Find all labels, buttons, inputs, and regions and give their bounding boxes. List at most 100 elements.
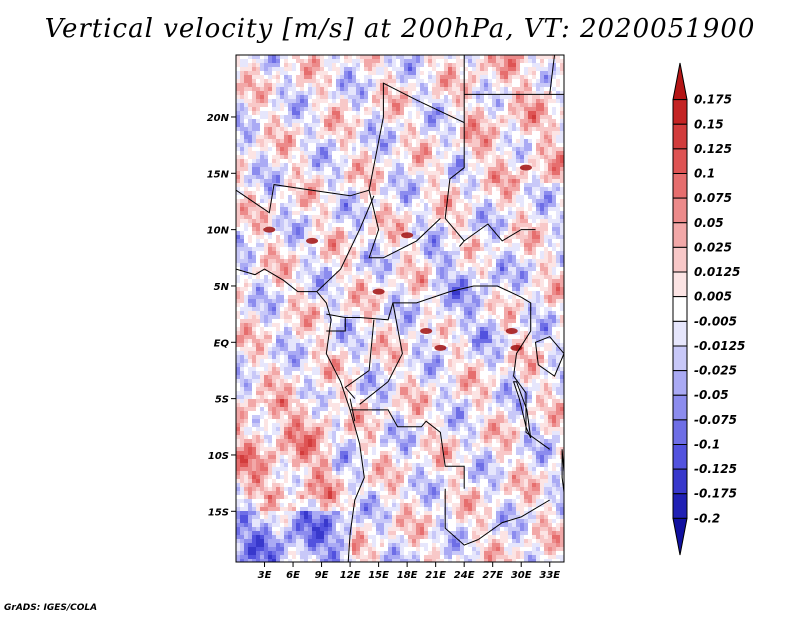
field-cell bbox=[364, 255, 369, 260]
field-cell bbox=[292, 63, 297, 68]
field-cell bbox=[332, 259, 337, 264]
field-cell bbox=[256, 107, 261, 112]
field-cell bbox=[348, 67, 353, 72]
field-cell bbox=[284, 255, 289, 260]
field-cell bbox=[236, 135, 241, 140]
field-cell bbox=[260, 215, 265, 220]
field-cell bbox=[524, 67, 529, 72]
field-cell bbox=[340, 79, 345, 84]
field-cell bbox=[428, 195, 433, 200]
field-cell bbox=[556, 75, 561, 80]
field-cell bbox=[240, 199, 245, 204]
field-cell bbox=[348, 215, 353, 220]
field-cell bbox=[308, 123, 313, 128]
field-cell bbox=[236, 235, 241, 240]
field-cell bbox=[484, 55, 489, 60]
field-cell bbox=[276, 115, 281, 120]
field-cell bbox=[540, 195, 545, 200]
field-cell bbox=[424, 107, 429, 112]
field-cell bbox=[376, 267, 381, 272]
field-cell bbox=[468, 163, 473, 168]
field-cell bbox=[492, 99, 497, 104]
field-cell bbox=[476, 191, 481, 196]
field-cell bbox=[276, 283, 281, 288]
field-cell bbox=[496, 187, 501, 192]
field-cell bbox=[276, 235, 281, 240]
field-cell bbox=[380, 267, 385, 272]
field-cell bbox=[440, 219, 445, 224]
field-cell bbox=[460, 199, 465, 204]
field-cell bbox=[408, 79, 413, 84]
field-cell bbox=[336, 279, 341, 284]
field-cell bbox=[376, 67, 381, 72]
field-cell bbox=[300, 235, 305, 240]
field-cell bbox=[348, 243, 353, 248]
field-cell bbox=[552, 107, 557, 112]
field-cell bbox=[440, 187, 445, 192]
field-cell bbox=[400, 251, 405, 256]
field-cell bbox=[320, 99, 325, 104]
field-cell bbox=[552, 187, 557, 192]
field-cell bbox=[240, 263, 245, 268]
field-cell bbox=[400, 199, 405, 204]
field-cell bbox=[424, 163, 429, 168]
field-cell bbox=[376, 91, 381, 96]
field-cell bbox=[372, 215, 377, 220]
field-cell bbox=[296, 283, 301, 288]
field-cell bbox=[256, 275, 261, 280]
field-cell bbox=[460, 127, 465, 132]
field-cell bbox=[360, 179, 365, 184]
field-cell bbox=[408, 219, 413, 224]
field-cell bbox=[372, 151, 377, 156]
field-cell bbox=[408, 283, 413, 288]
field-cell bbox=[324, 215, 329, 220]
field-cell bbox=[472, 223, 477, 228]
field-cell bbox=[292, 131, 297, 136]
field-cell bbox=[436, 191, 441, 196]
field-cell bbox=[560, 83, 564, 88]
field-cell bbox=[524, 287, 529, 292]
field-cell bbox=[520, 279, 525, 284]
field-cell bbox=[288, 183, 293, 188]
field-cell bbox=[440, 119, 445, 124]
field-cell bbox=[492, 167, 497, 172]
field-cell bbox=[416, 59, 421, 64]
field-cell bbox=[472, 171, 477, 176]
field-cell bbox=[300, 167, 305, 172]
field-cell bbox=[444, 243, 449, 248]
field-cell bbox=[404, 279, 409, 284]
field-cell bbox=[392, 147, 397, 152]
field-cell bbox=[412, 107, 417, 112]
field-cell bbox=[260, 123, 265, 128]
field-cell bbox=[424, 159, 429, 164]
field-cell bbox=[408, 67, 413, 72]
field-cell bbox=[424, 259, 429, 264]
field-cell bbox=[336, 63, 341, 68]
field-cell bbox=[532, 255, 537, 260]
field-cell bbox=[388, 107, 393, 112]
field-cell bbox=[440, 235, 445, 240]
field-cell bbox=[364, 103, 369, 108]
field-cell bbox=[520, 203, 525, 208]
field-cell bbox=[308, 107, 313, 112]
field-cell bbox=[296, 183, 301, 188]
field-cell bbox=[552, 267, 557, 272]
field-cell bbox=[276, 87, 281, 92]
field-cell bbox=[264, 103, 269, 108]
field-cell bbox=[540, 239, 545, 244]
field-cell bbox=[388, 143, 393, 148]
field-cell bbox=[240, 67, 245, 72]
field-cell bbox=[352, 215, 357, 220]
field-cell bbox=[304, 63, 309, 68]
field-cell bbox=[452, 171, 457, 176]
field-cell bbox=[336, 131, 341, 136]
field-cell bbox=[408, 71, 413, 76]
field-cell bbox=[492, 271, 497, 276]
field-cell bbox=[388, 99, 393, 104]
field-cell bbox=[436, 255, 441, 260]
field-cell bbox=[268, 231, 273, 236]
field-cell bbox=[388, 135, 393, 140]
field-cell bbox=[392, 179, 397, 184]
field-cell bbox=[352, 183, 357, 188]
field-cell bbox=[276, 259, 281, 264]
